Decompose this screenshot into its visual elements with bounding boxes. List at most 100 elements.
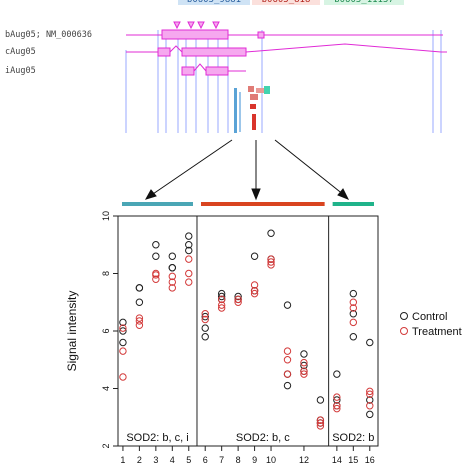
y-axis-label: Signal intensity <box>65 291 79 372</box>
point-control <box>333 370 341 378</box>
point-treatment <box>283 356 292 364</box>
point-treatment <box>349 304 358 312</box>
group-bar-3 <box>332 202 374 206</box>
point-control <box>366 338 374 347</box>
x-tick-label: 2 <box>137 455 142 465</box>
x-tick-label: 9 <box>252 455 257 465</box>
x-tick-label: 7 <box>219 455 224 465</box>
point-treatment <box>267 255 275 263</box>
point-control <box>349 310 358 318</box>
probe-marker <box>173 21 181 30</box>
point-treatment <box>250 281 259 289</box>
group-label-3: SOD2: b <box>332 432 374 444</box>
probe-cluster-blue <box>234 88 237 133</box>
point-treatment <box>135 314 144 322</box>
probe-label-1: b0605_9881 <box>187 0 241 5</box>
x-tick-label: 8 <box>236 455 241 465</box>
arrowhead-middle <box>251 188 261 201</box>
point-treatment <box>283 347 292 355</box>
gene-track: b0605_9881 b0605_818 b0605_11157 bAug05;… <box>5 0 447 201</box>
x-tick-label: 16 <box>365 455 375 465</box>
legend-marker-treatment <box>400 327 408 335</box>
arrow-right <box>274 139 345 196</box>
point-treatment <box>152 275 160 283</box>
point-treatment <box>333 404 341 413</box>
x-tick-label: 3 <box>153 455 158 465</box>
point-treatment <box>250 289 259 298</box>
point-treatment <box>119 324 127 332</box>
point-treatment <box>119 373 127 381</box>
group-label-2: SOD2: b, c <box>236 432 290 444</box>
point-treatment <box>135 317 144 325</box>
group-bar-1 <box>122 202 193 206</box>
x-tick-label: 10 <box>266 455 276 465</box>
point-treatment <box>283 370 292 378</box>
legend-label-control: Control <box>412 311 447 323</box>
probe-label-box-1 <box>178 0 250 5</box>
group-label-1: SOD2: b, c, i <box>126 432 188 444</box>
transcript-2-model <box>126 43 447 57</box>
probe-cluster-red <box>250 104 256 109</box>
point-treatment <box>217 301 226 309</box>
point-treatment <box>234 295 242 304</box>
x-tick-label: 1 <box>120 455 125 465</box>
point-treatment <box>300 358 308 367</box>
point-treatment <box>349 298 358 306</box>
probe-cluster-red <box>248 86 254 92</box>
point-control <box>300 350 308 358</box>
y-tick-label: 6 <box>101 328 111 333</box>
point-treatment <box>201 310 209 318</box>
point-treatment <box>316 416 325 424</box>
y-tick-label: 8 <box>101 271 111 276</box>
probe-cluster-blue <box>239 92 241 132</box>
point-treatment <box>333 393 341 401</box>
point-control <box>267 229 275 237</box>
group-labels: SOD2: b, c, i SOD2: b, c SOD2: b <box>126 432 374 444</box>
point-treatment <box>267 258 275 266</box>
point-treatment <box>234 298 242 306</box>
point-control <box>316 396 325 404</box>
point-treatment <box>201 315 209 324</box>
point-treatment <box>366 402 374 410</box>
transcript-label-1: bAug05; NM_000636 <box>5 30 92 40</box>
y-tick-label: 2 <box>101 443 111 448</box>
point-treatment <box>316 419 325 427</box>
transcript-3-model <box>181 63 246 76</box>
point-control <box>366 396 374 404</box>
point-treatment <box>185 269 193 278</box>
legend: Control Treatment <box>400 311 462 338</box>
y-axis: 2 4 6 8 10 <box>101 211 118 449</box>
probe-marker <box>212 21 220 30</box>
group-bars <box>122 202 374 206</box>
transcript-label-3: iAug05 <box>5 66 36 76</box>
group-bar-2 <box>200 202 325 206</box>
probe-label-2: b0605_818 <box>262 0 311 5</box>
y-tick-label: 4 <box>101 386 111 391</box>
point-control <box>201 324 209 332</box>
data-points <box>119 229 374 430</box>
point-treatment <box>333 402 341 410</box>
x-tick-label: 14 <box>332 455 342 465</box>
probe-label-box-2 <box>252 0 320 5</box>
y-tick-label: 10 <box>101 211 111 221</box>
probe-marker <box>197 21 205 30</box>
point-treatment <box>217 295 226 304</box>
group-dividers <box>196 216 330 446</box>
point-control <box>201 333 209 341</box>
point-control <box>250 252 259 260</box>
probe-clusters <box>234 86 270 133</box>
point-treatment <box>366 387 374 396</box>
point-treatment <box>300 370 308 378</box>
guide-lines <box>125 30 442 133</box>
x-tick-label: 5 <box>186 455 191 465</box>
point-treatment <box>168 284 177 292</box>
point-treatment <box>250 287 259 295</box>
x-tick-label: 4 <box>170 455 175 465</box>
point-control <box>152 241 160 249</box>
legend-label-treatment: Treatment <box>412 326 462 338</box>
point-control <box>217 289 226 298</box>
intron-line <box>245 43 442 53</box>
point-treatment <box>316 422 325 430</box>
point-treatment <box>366 390 374 398</box>
